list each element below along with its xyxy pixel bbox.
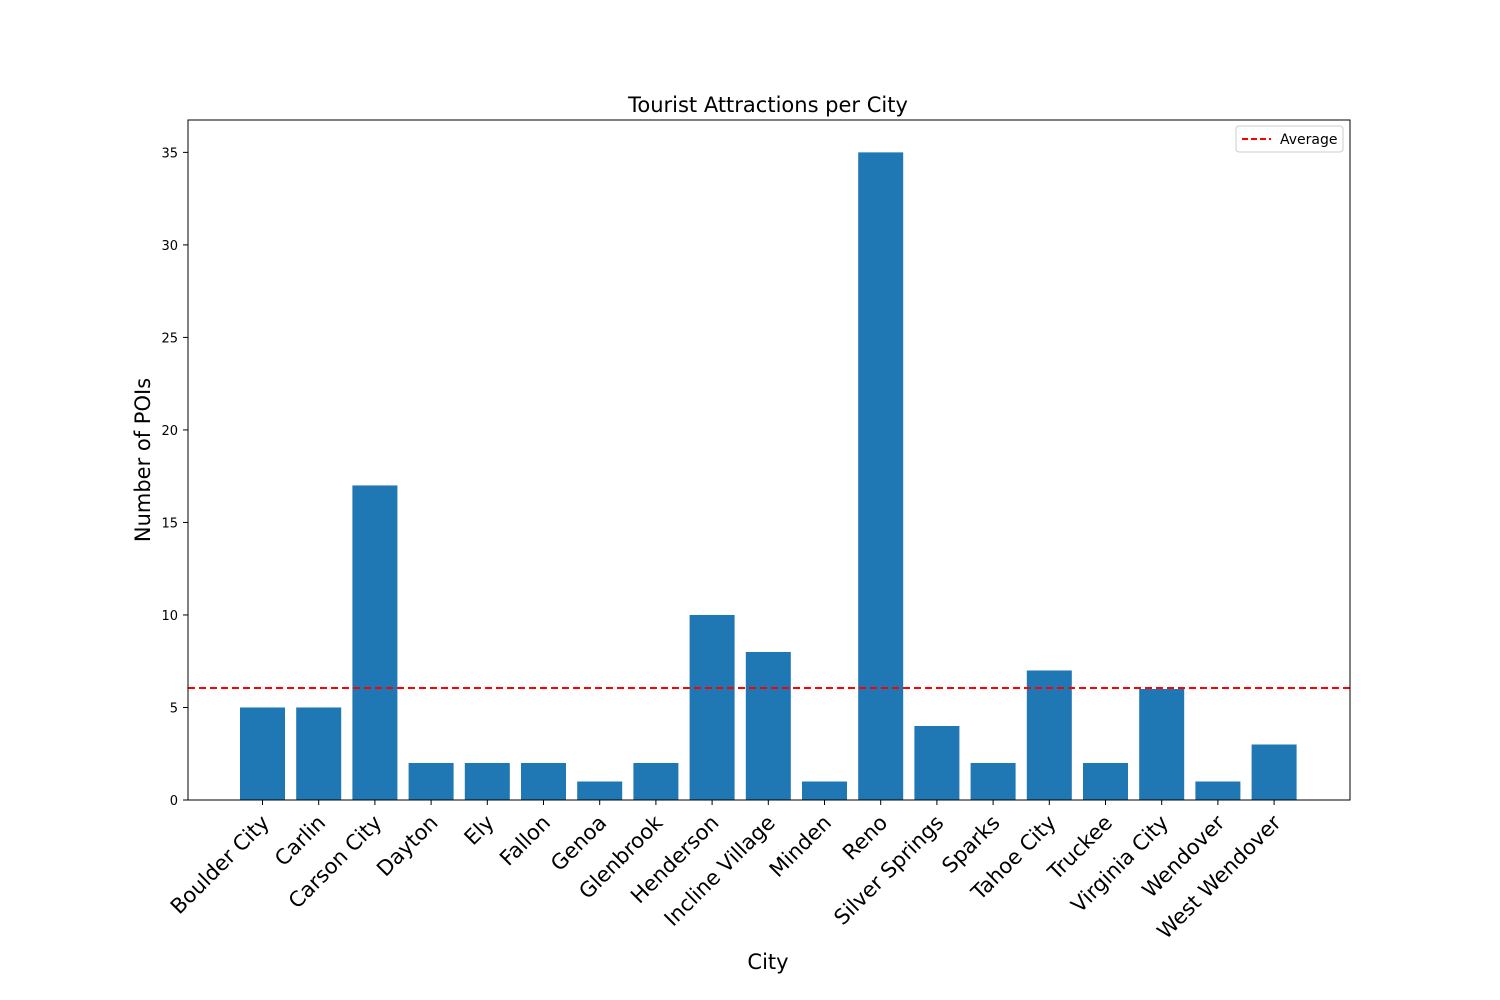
plot-frame — [187, 119, 1351, 801]
bar-genoa — [577, 781, 623, 800]
bar-glenbrook — [633, 762, 679, 800]
x-axis-title: City — [747, 950, 788, 974]
y-tick-label: 15 — [161, 516, 178, 531]
bars-group — [240, 152, 1297, 800]
y-tick-label: 30 — [161, 239, 178, 254]
y-axis: 0 5 10 15 20 25 30 35 — [161, 146, 188, 809]
bar-minden — [802, 781, 847, 800]
x-tick-label: Ely — [460, 811, 499, 850]
x-tick-label: Minden — [765, 811, 836, 882]
bar-ely — [464, 762, 510, 800]
y-tick-label: 10 — [161, 609, 178, 624]
bar-truckee — [1083, 762, 1128, 800]
legend-box — [1235, 125, 1344, 153]
y-axis-title: Number of POIs — [131, 378, 155, 542]
bar-sparks — [970, 762, 1016, 800]
bar-west-wendover — [1251, 744, 1297, 800]
legend: Average — [1235, 125, 1344, 153]
bar-dayton — [408, 762, 454, 800]
bar-wendover — [1195, 781, 1241, 800]
bar-henderson — [689, 614, 735, 800]
y-tick-label: 25 — [161, 331, 178, 346]
y-tick-label: 35 — [161, 146, 178, 161]
bar-boulder-city — [240, 707, 285, 800]
chart-title: Tourist Attractions per City — [627, 93, 908, 117]
bar-reno — [858, 152, 904, 800]
bar-tahoe-city — [1026, 670, 1072, 800]
bar-virginia-city — [1139, 688, 1185, 800]
y-tick-label: 5 — [170, 701, 178, 716]
bar-carson-city — [352, 485, 398, 800]
bar-carlin — [296, 707, 342, 800]
bar-fallon — [521, 762, 566, 800]
y-tick-label: 20 — [161, 424, 178, 439]
x-tick-label: Virginia City — [1066, 811, 1173, 918]
y-tick-label: 0 — [170, 794, 178, 809]
bar-silver-springs — [914, 725, 960, 800]
x-tick-label: Dayton — [372, 811, 443, 882]
bar-incline-village — [745, 651, 791, 800]
x-tick-label: Boulder City — [166, 811, 274, 919]
legend-average-label: Average — [1280, 132, 1338, 148]
x-tick-label: Fallon — [495, 811, 555, 871]
